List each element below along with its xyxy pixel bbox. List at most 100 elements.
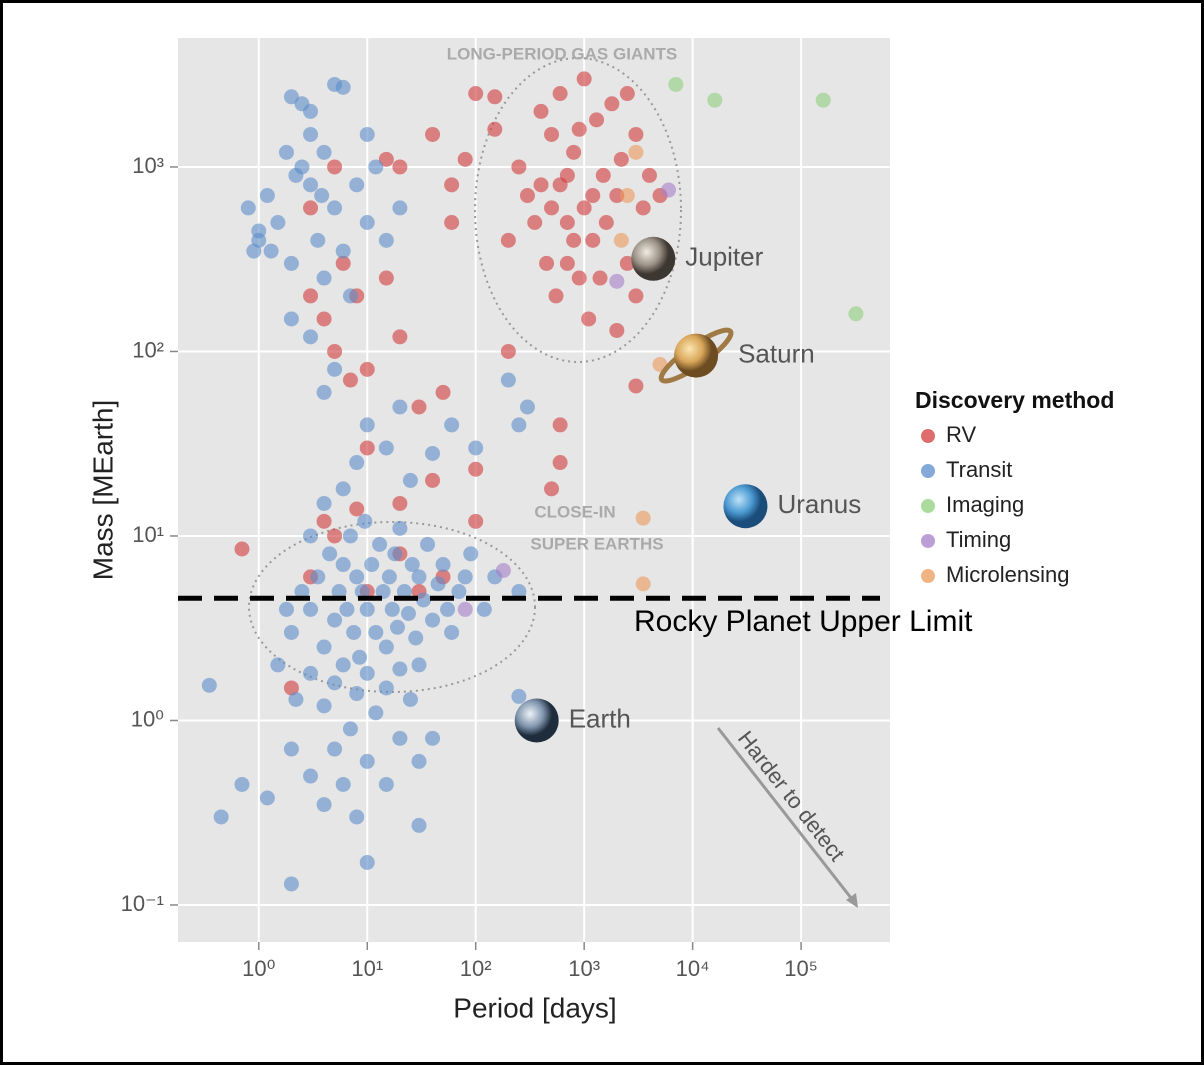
data-point (246, 243, 262, 259)
data-point (288, 167, 304, 183)
data-point (392, 200, 408, 216)
data-point (303, 126, 319, 142)
data-point (327, 612, 343, 628)
x-tick-label: 10² (460, 956, 492, 981)
data-point (278, 144, 294, 160)
data-point (444, 177, 460, 193)
data-point (519, 188, 535, 204)
data-point (444, 624, 460, 640)
data-point (270, 657, 286, 673)
data-point (368, 624, 384, 640)
rocky-limit-label: Rocky Planet Upper Limit (634, 605, 973, 638)
data-point (342, 721, 358, 737)
gas-giant-region (474, 57, 682, 363)
data-point (322, 546, 338, 562)
data-point (585, 232, 601, 248)
data-point (342, 528, 358, 544)
x-tick-label: 10⁴ (676, 956, 710, 981)
data-point (349, 809, 365, 825)
planet (723, 484, 768, 529)
data-point (303, 329, 319, 345)
data-point (327, 741, 343, 757)
data-point (392, 329, 408, 345)
data-point (392, 399, 408, 415)
y-tick-label: 10² (132, 337, 164, 362)
legend-label: RV (946, 422, 976, 447)
data-point (335, 243, 351, 259)
data-point (511, 688, 527, 704)
data-point (331, 584, 347, 600)
data-point (457, 151, 473, 167)
legend-marker (921, 429, 935, 443)
data-point (435, 384, 451, 400)
data-point (368, 159, 384, 175)
data-point (213, 809, 229, 825)
data-point (359, 665, 375, 681)
detect-arrow (716, 727, 857, 904)
data-point (451, 584, 467, 600)
x-tick-label: 10³ (568, 956, 600, 981)
data-point (375, 584, 391, 600)
data-point (425, 126, 441, 142)
data-point (544, 200, 560, 216)
annotation: CLOSE-IN (534, 502, 615, 521)
data-point (511, 417, 527, 433)
data-point (349, 686, 365, 702)
data-point (635, 510, 651, 526)
data-point (511, 159, 527, 175)
data-point (589, 112, 605, 128)
data-point (349, 569, 365, 585)
legend-marker (921, 569, 935, 583)
data-point (392, 661, 408, 677)
data-point (303, 601, 319, 617)
data-point (392, 159, 408, 175)
data-point (619, 255, 635, 271)
data-point (251, 223, 267, 239)
legend-title: Discovery method (915, 387, 1114, 413)
data-point (468, 461, 484, 477)
data-point (848, 306, 864, 322)
data-point (440, 601, 456, 617)
data-point (566, 232, 582, 248)
data-point (234, 541, 250, 557)
data-point (613, 232, 629, 248)
data-point (283, 624, 299, 640)
data-point (641, 167, 657, 183)
data-point (234, 776, 250, 792)
data-point (411, 399, 427, 415)
data-point (384, 601, 400, 617)
data-point (457, 569, 473, 585)
data-point (316, 513, 332, 529)
data-point (559, 255, 575, 271)
data-point (378, 680, 394, 696)
data-point (283, 741, 299, 757)
data-point (539, 255, 555, 271)
annotation: SUPER EARTHS (530, 534, 663, 553)
data-point (571, 270, 587, 286)
data-point (392, 520, 408, 536)
data-point (544, 481, 560, 497)
data-point (559, 167, 575, 183)
data-point (533, 177, 549, 193)
data-point (552, 417, 568, 433)
data-point (628, 126, 644, 142)
data-point (425, 445, 441, 461)
data-point (378, 639, 394, 655)
data-point (364, 557, 380, 573)
data-point (444, 417, 460, 433)
data-point (327, 159, 343, 175)
data-point (435, 557, 451, 573)
data-point (335, 657, 351, 673)
legend-label: Transit (946, 457, 1012, 482)
data-point (609, 273, 625, 289)
data-point (294, 584, 310, 600)
data-point (357, 513, 373, 529)
data-point (283, 311, 299, 327)
data-point (327, 528, 343, 544)
data-point (628, 144, 644, 160)
data-point (628, 378, 644, 394)
data-point (310, 232, 326, 248)
data-point (335, 776, 351, 792)
data-point (359, 361, 375, 377)
